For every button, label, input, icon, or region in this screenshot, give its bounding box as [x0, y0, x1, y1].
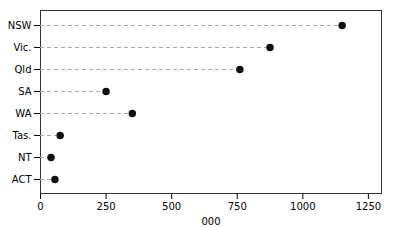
svg-text:Qld: Qld	[15, 64, 32, 75]
svg-text:SA: SA	[18, 86, 32, 97]
svg-text:000: 000	[201, 216, 220, 227]
svg-text:500: 500	[162, 201, 181, 212]
svg-text:0: 0	[37, 201, 43, 212]
svg-text:WA: WA	[15, 108, 31, 119]
svg-text:1250: 1250	[356, 201, 381, 212]
svg-text:750: 750	[228, 201, 247, 212]
svg-text:Vic.: Vic.	[13, 42, 31, 53]
svg-text:1000: 1000	[290, 201, 315, 212]
svg-text:NT: NT	[18, 152, 32, 163]
svg-text:NSW: NSW	[8, 20, 32, 31]
svg-text:250: 250	[97, 201, 116, 212]
svg-text:ACT: ACT	[12, 174, 33, 185]
svg-text:Tas.: Tas.	[12, 130, 32, 141]
